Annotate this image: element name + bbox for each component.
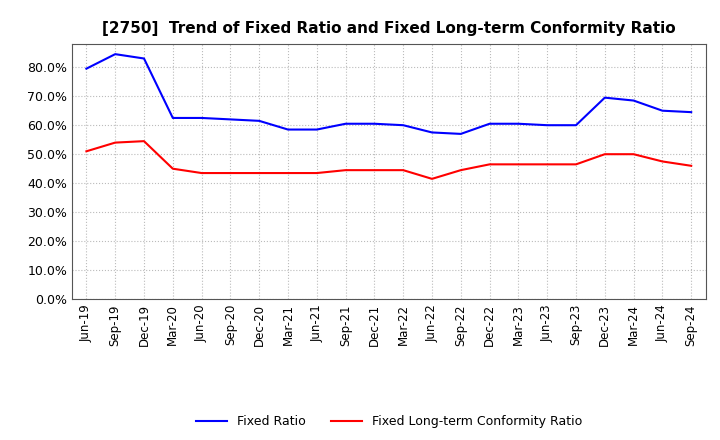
Fixed Long-term Conformity Ratio [658,159,667,164]
Fixed Long-term Conformity Ratio [543,162,552,167]
Fixed Long-term Conformity Ratio [629,151,638,157]
Fixed Ratio [284,127,292,132]
Fixed Ratio [82,66,91,71]
Fixed Long-term Conformity Ratio [312,170,321,176]
Fixed Ratio [312,127,321,132]
Fixed Long-term Conformity Ratio [600,151,609,157]
Fixed Ratio [687,110,696,115]
Fixed Long-term Conformity Ratio [82,149,91,154]
Fixed Ratio [485,121,494,126]
Fixed Ratio [399,123,408,128]
Fixed Long-term Conformity Ratio [284,170,292,176]
Fixed Long-term Conformity Ratio [168,166,177,171]
Fixed Ratio [255,118,264,124]
Fixed Ratio [572,123,580,128]
Fixed Long-term Conformity Ratio [514,162,523,167]
Fixed Ratio [226,117,235,122]
Fixed Ratio [140,56,148,61]
Fixed Long-term Conformity Ratio [456,168,465,173]
Title: [2750]  Trend of Fixed Ratio and Fixed Long-term Conformity Ratio: [2750] Trend of Fixed Ratio and Fixed Lo… [102,21,675,36]
Fixed Ratio [168,115,177,121]
Fixed Ratio [600,95,609,100]
Fixed Long-term Conformity Ratio [687,163,696,169]
Fixed Long-term Conformity Ratio [428,176,436,181]
Fixed Ratio [197,115,206,121]
Line: Fixed Ratio: Fixed Ratio [86,54,691,134]
Fixed Long-term Conformity Ratio [255,170,264,176]
Fixed Ratio [543,123,552,128]
Fixed Long-term Conformity Ratio [111,140,120,145]
Fixed Long-term Conformity Ratio [485,162,494,167]
Fixed Long-term Conformity Ratio [370,168,379,173]
Fixed Long-term Conformity Ratio [197,170,206,176]
Fixed Ratio [456,131,465,136]
Fixed Ratio [341,121,350,126]
Line: Fixed Long-term Conformity Ratio: Fixed Long-term Conformity Ratio [86,141,691,179]
Fixed Ratio [111,51,120,57]
Fixed Long-term Conformity Ratio [226,170,235,176]
Fixed Ratio [514,121,523,126]
Fixed Long-term Conformity Ratio [341,168,350,173]
Fixed Ratio [629,98,638,103]
Fixed Ratio [658,108,667,114]
Fixed Ratio [428,130,436,135]
Fixed Long-term Conformity Ratio [140,139,148,144]
Fixed Long-term Conformity Ratio [572,162,580,167]
Legend: Fixed Ratio, Fixed Long-term Conformity Ratio: Fixed Ratio, Fixed Long-term Conformity … [191,411,587,433]
Fixed Long-term Conformity Ratio [399,168,408,173]
Fixed Ratio [370,121,379,126]
